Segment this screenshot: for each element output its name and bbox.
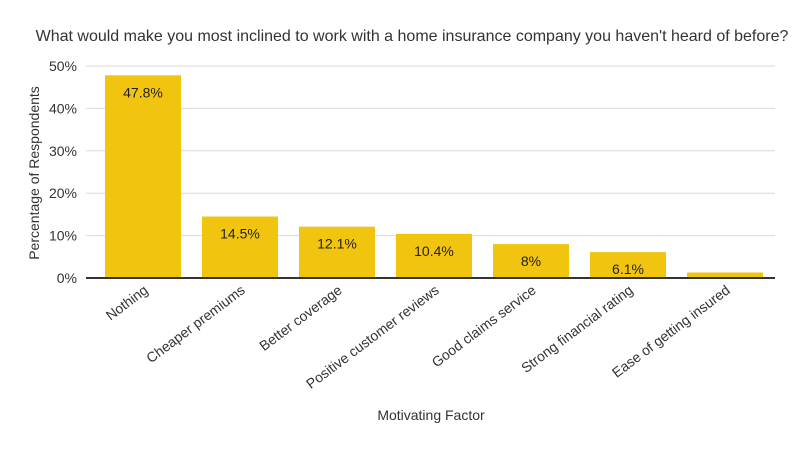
chart-title: What would make you most inclined to wor… [36,28,789,45]
data-label: 8% [521,253,541,269]
y-tick-label: 0% [57,270,77,286]
data-label: 6.1% [612,261,644,277]
value-labels: 47.8% 14.5% 12.1% 10.4% 8% 6.1% [123,84,644,277]
bar [202,216,278,278]
x-tick-label: Good claims service [429,281,539,370]
bar [590,252,666,278]
data-label: 14.5% [220,226,260,242]
x-tick-label: Nothing [103,282,151,324]
data-label: 47.8% [123,84,163,100]
bar [687,272,763,278]
bar [105,75,181,278]
bars [105,75,763,278]
bar [493,244,569,278]
y-tick-label: 30% [49,143,77,159]
bar [396,233,472,278]
y-tick-label: 10% [49,228,77,244]
gridlines [86,65,775,237]
data-label: 12.1% [317,236,357,252]
y-tick-label: 20% [49,185,77,201]
bar [299,226,375,278]
y-tick-label: 40% [49,100,77,116]
data-label: 10.4% [414,243,454,259]
x-tick-label: Cheaper premiums [143,282,248,366]
y-tick-label: 50% [49,58,77,74]
x-axis-label: Motivating Factor [377,407,485,423]
y-axis-label: Percentage of Respondents [26,86,42,260]
x-tick-label: Better coverage [256,281,345,353]
y-axis-ticks: 0% 10% 20% 30% 40% 50% [49,58,77,286]
